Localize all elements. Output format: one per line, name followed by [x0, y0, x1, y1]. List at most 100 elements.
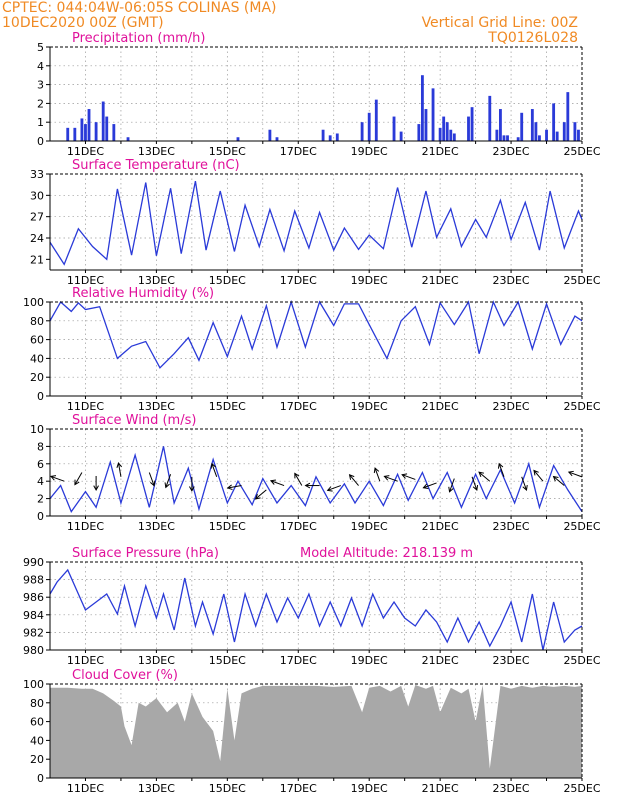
- precip-bar: [562, 122, 566, 141]
- rh-panel: 0 20 40 60 80 100 11DEC 13DEC 15DEC 17DEC 19DEC 21D…: [23, 286, 601, 413]
- precip-ytick-label: 5: [37, 41, 44, 54]
- wind-arrow-head: [210, 462, 216, 469]
- wind-arrow-head: [533, 469, 539, 476]
- wind-arrow-head: [422, 483, 429, 489]
- press-xtick-label: 13DEC: [138, 654, 175, 667]
- precip-xtick-label: 15DEC: [209, 145, 246, 158]
- cloud-ytick-label: 100: [23, 678, 44, 691]
- temp-ytick-label: 30: [30, 189, 44, 202]
- precip-ytick-label: 4: [37, 60, 44, 73]
- wind-arrow-head: [294, 472, 300, 479]
- temp-xtick-label: 11DEC: [67, 274, 104, 287]
- cloud-ytick-label: 0: [37, 772, 44, 785]
- wind-arrow: [449, 478, 455, 492]
- precip-xtick-label: 11DEC: [67, 145, 104, 158]
- precip-xtick-label: 25DEC: [563, 145, 600, 158]
- press-ytick-label: 990: [23, 556, 44, 569]
- wind-ytick-label: 8: [37, 440, 44, 453]
- precip-bar: [335, 133, 339, 141]
- temp-ytick-label: 27: [30, 211, 44, 224]
- precip-bar: [438, 127, 442, 141]
- wind-arrow-head: [497, 462, 504, 469]
- wind-arrow: [498, 463, 505, 478]
- wind-ytick-label: 4: [37, 475, 44, 488]
- wind-arrow-head: [189, 486, 195, 492]
- wind-xtick-label: 17DEC: [280, 520, 317, 533]
- rh-ytick-label: 60: [30, 334, 44, 347]
- wind-arrow: [255, 489, 267, 500]
- precip-bar: [442, 116, 446, 141]
- wind-arrow: [50, 475, 65, 482]
- rh-ytick-label: 0: [37, 390, 44, 403]
- wind-arrow-head: [269, 479, 276, 485]
- precip-bar: [420, 75, 424, 141]
- precip-bar: [555, 131, 559, 141]
- wind-arrow: [533, 470, 544, 482]
- wind-arrow: [148, 472, 155, 486]
- precip-ytick-label: 3: [37, 79, 44, 92]
- precip-bar: [367, 112, 371, 141]
- precip-title: Precipitation (mm/h): [72, 31, 205, 46]
- precip-bar: [545, 129, 548, 141]
- precip-bar: [417, 124, 421, 141]
- wind-arrow-head: [304, 482, 311, 489]
- precip-bar: [520, 112, 524, 141]
- wind-arrow: [384, 475, 398, 482]
- wind-arrow: [327, 485, 341, 491]
- rh-xtick-label: 13DEC: [138, 400, 175, 413]
- header-date: 10DEC2020 00Z (GMT): [2, 15, 164, 31]
- wind-arrow: [211, 463, 218, 478]
- temp-line: [49, 180, 583, 266]
- precip-bar: [538, 135, 541, 141]
- temp-xtick-label: 23DEC: [493, 274, 530, 287]
- temp-ytick-label: 21: [30, 253, 44, 266]
- press-xtick-label: 15DEC: [209, 654, 246, 667]
- rh-xtick-label: 17DEC: [280, 400, 317, 413]
- cloud-xtick-label: 19DEC: [351, 782, 388, 795]
- cloud-xtick-label: 15DEC: [209, 782, 246, 795]
- precip-xtick-label: 23DEC: [493, 145, 530, 158]
- precip-ytick-label: 2: [37, 97, 44, 110]
- precip-bar: [502, 135, 506, 141]
- header-model: TQ0126L028: [488, 30, 578, 46]
- rh-xtick-label: 23DEC: [493, 400, 530, 413]
- wind-xtick-label: 15DEC: [209, 520, 246, 533]
- wind-ytick-label: 2: [37, 493, 44, 506]
- precip-bar: [445, 122, 449, 141]
- wind-arrow: [227, 485, 242, 489]
- precip-bar: [360, 122, 364, 141]
- precip-bar: [268, 129, 272, 141]
- precip-bar: [112, 124, 116, 141]
- precip-bar: [534, 122, 538, 141]
- precip-bar: [488, 95, 492, 141]
- precip-bar: [499, 109, 502, 141]
- precip-bar: [452, 133, 456, 141]
- wind-arrow: [401, 474, 416, 480]
- press-ytick-label: 980: [23, 644, 44, 657]
- precip-bar: [431, 88, 435, 141]
- wind-arrow: [521, 476, 527, 491]
- wind-arrow: [471, 476, 478, 491]
- cloud-panel: 0 20 40 60 80 100 11DEC 13DEC 15DEC 17DEC 19DEC 21D…: [23, 668, 601, 795]
- rh-xtick-label: 19DEC: [351, 400, 388, 413]
- header-station: CPTEC: 044:04W-06:05S COLINAS (MA): [2, 0, 277, 16]
- header-grid-note: Vertical Grid Line: 00Z: [421, 15, 578, 31]
- cloud-xtick-label: 23DEC: [493, 782, 530, 795]
- wind-xtick-label: 19DEC: [351, 520, 388, 533]
- wind-arrow-head: [567, 470, 574, 477]
- precip-bar: [101, 101, 105, 141]
- wind-arrow-head: [164, 482, 170, 489]
- precip-bar: [328, 135, 332, 141]
- precip-xtick-label: 17DEC: [280, 145, 317, 158]
- cloud-ytick-label: 40: [30, 734, 44, 747]
- cloud-ytick-label: 60: [30, 716, 44, 729]
- cloud-ytick-label: 80: [30, 697, 44, 710]
- temp-panel: 21 24 27 30 33 11DEC 13DEC 15DEC 17DEC 19DEC 21DEC…: [30, 158, 601, 287]
- precip-bar: [66, 127, 70, 141]
- wind-arrow-head: [254, 494, 261, 500]
- wind-title: Surface Wind (m/s): [72, 413, 196, 428]
- press-ytick-label: 986: [23, 591, 44, 604]
- press-xtick-label: 21DEC: [422, 654, 459, 667]
